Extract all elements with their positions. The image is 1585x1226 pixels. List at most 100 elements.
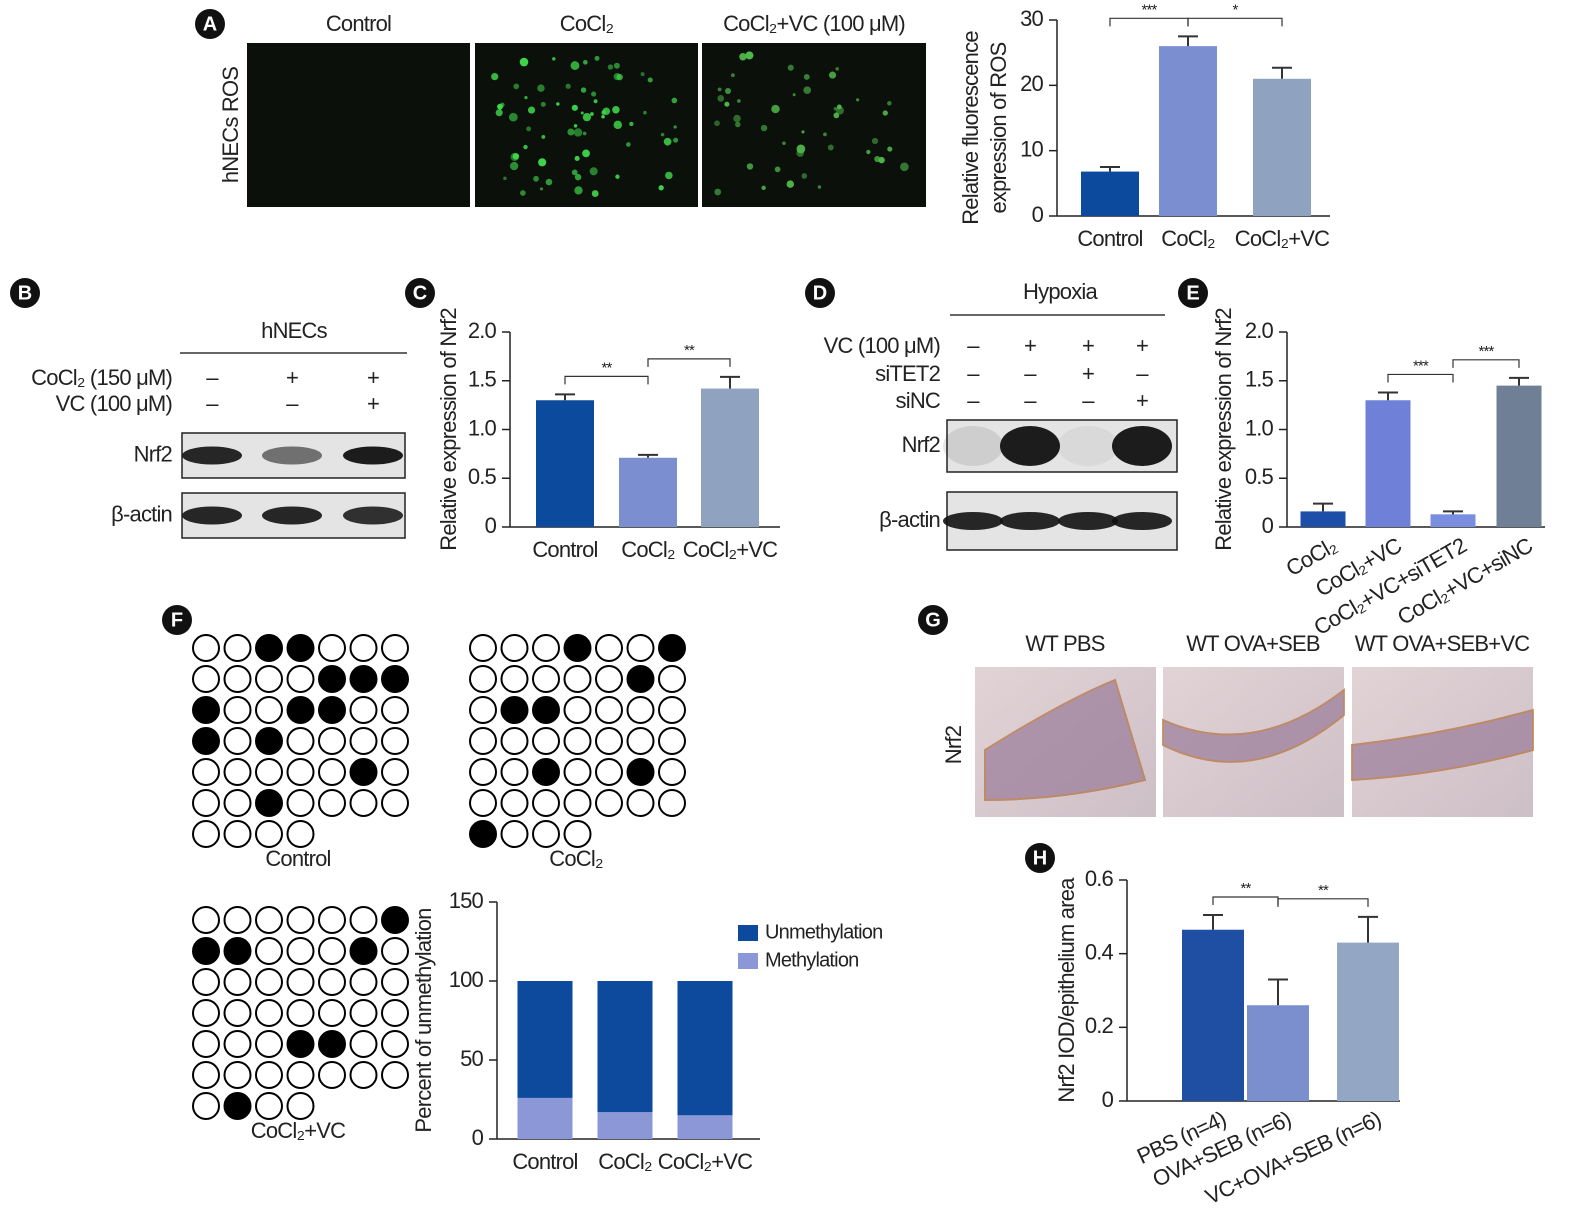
condition-sign: +	[1136, 388, 1148, 413]
bar	[1430, 514, 1476, 527]
fluorescent-cell	[803, 86, 812, 95]
condition-label: CoCl₂ (150 μM)	[31, 365, 172, 390]
fluorescent-cell	[582, 131, 587, 136]
fluorescent-cell	[589, 167, 598, 176]
cpg-site	[500, 696, 529, 724]
y-tick-label: 1.5	[1245, 367, 1274, 392]
fluorescent-cell	[643, 110, 647, 115]
legend-swatch	[738, 953, 758, 969]
cpg-site	[381, 906, 409, 934]
cpg-site	[318, 968, 346, 996]
fluorescent-cell	[647, 77, 653, 83]
cpg-site	[381, 758, 409, 786]
fluorescent-cell	[613, 73, 621, 81]
panel-letter-badge	[162, 605, 192, 635]
cpg-site	[255, 968, 283, 996]
blot-band	[1112, 512, 1172, 530]
y-tick-label: 0.5	[1245, 464, 1274, 489]
fluorescent-cell	[573, 128, 583, 137]
fluorescent-cell	[774, 166, 781, 173]
fluorescent-cell	[735, 121, 741, 128]
y-axis-label: expression of ROS	[986, 42, 1011, 213]
blot-band	[262, 506, 322, 525]
condition-sign: +	[367, 391, 379, 416]
cpg-site	[255, 665, 283, 693]
fluorescent-cell	[665, 171, 673, 180]
error-bar	[1378, 391, 1398, 401]
fluorescent-cell	[796, 149, 804, 157]
bar	[1081, 171, 1139, 216]
fluorescent-cell	[761, 185, 766, 191]
cpg-site	[255, 820, 283, 848]
cpg-site	[192, 999, 220, 1027]
fluorescent-cell	[671, 97, 678, 104]
fluorescent-cell	[495, 109, 503, 117]
blot-band	[1000, 512, 1060, 530]
cpg-site	[469, 727, 497, 755]
y-axis-label: Nrf2 IOD/epithelium area	[1054, 877, 1079, 1103]
cpg-site	[318, 1061, 346, 1089]
significance-bracket	[647, 358, 731, 367]
cpg-site	[223, 1092, 252, 1120]
condition-sign: +	[1136, 333, 1148, 358]
condition-label: VC (100 μM)	[56, 391, 172, 416]
fluorescent-cell	[786, 180, 795, 188]
bar-segment	[517, 1097, 573, 1139]
panel-letter: E	[1186, 282, 1199, 304]
cpg-site	[595, 789, 623, 817]
fluorescent-cell	[526, 126, 532, 132]
fluorescent-cell	[817, 185, 822, 189]
x-tick-label: CoCl₂	[598, 1149, 652, 1174]
condition-sign: –	[1024, 388, 1037, 413]
fluorescent-cell	[803, 73, 810, 80]
error-bar	[1100, 166, 1120, 172]
condition-label: VC (100 μM)	[824, 333, 940, 358]
x-tick-label: Control	[532, 537, 597, 562]
fluorescent-cell	[601, 114, 605, 119]
cpg-site	[595, 758, 623, 786]
cpg-site	[255, 1092, 283, 1120]
cpg-site	[500, 820, 529, 848]
blot-row-label: Nrf2	[902, 432, 941, 457]
y-tick-label: 1.0	[468, 415, 497, 440]
image-title: WT OVA+SEB	[1186, 631, 1320, 656]
fluorescent-cell	[714, 188, 722, 196]
cpg-site	[532, 665, 560, 693]
y-axis-label: Relative expression of Nrf2	[1211, 308, 1236, 551]
blot-band	[1058, 512, 1118, 530]
y-tick-label: 0.5	[468, 464, 497, 489]
fluorescent-cell	[629, 121, 634, 127]
cpg-site	[318, 999, 346, 1027]
cpg-site	[318, 1030, 346, 1058]
cpg-site	[223, 727, 252, 755]
bar	[701, 388, 759, 527]
cpg-site	[381, 789, 409, 817]
fluorescent-cell	[583, 59, 588, 65]
cpg-site	[626, 696, 655, 724]
bar	[1253, 78, 1311, 216]
fluorescent-cell	[580, 111, 584, 115]
fluorescent-cell	[746, 163, 754, 170]
error-bar	[1203, 913, 1223, 930]
fluorescent-cell	[541, 135, 546, 139]
blot-band	[343, 506, 403, 525]
fluorescent-cell	[582, 149, 590, 158]
cpg-site	[469, 820, 497, 848]
cpg-site	[255, 1061, 283, 1089]
cpg-site	[286, 937, 315, 965]
cpg-site	[349, 968, 378, 996]
fluorescent-cell	[835, 106, 844, 115]
fluorescent-cell	[508, 112, 518, 122]
cpg-site	[658, 634, 686, 662]
cpg-site	[349, 758, 378, 786]
error-bar	[1268, 978, 1288, 1006]
cpg-site	[223, 665, 252, 693]
cpg-site	[381, 1030, 409, 1058]
y-tick-label: 2.0	[468, 318, 497, 343]
fluorescent-cell	[552, 57, 556, 61]
x-tick-label: CoCl₂+VC	[1235, 226, 1330, 251]
panel-letter: F	[171, 609, 183, 631]
y-tick-label: 2.0	[1245, 318, 1274, 343]
significance-label: **	[684, 342, 695, 359]
cpg-site	[286, 634, 315, 662]
